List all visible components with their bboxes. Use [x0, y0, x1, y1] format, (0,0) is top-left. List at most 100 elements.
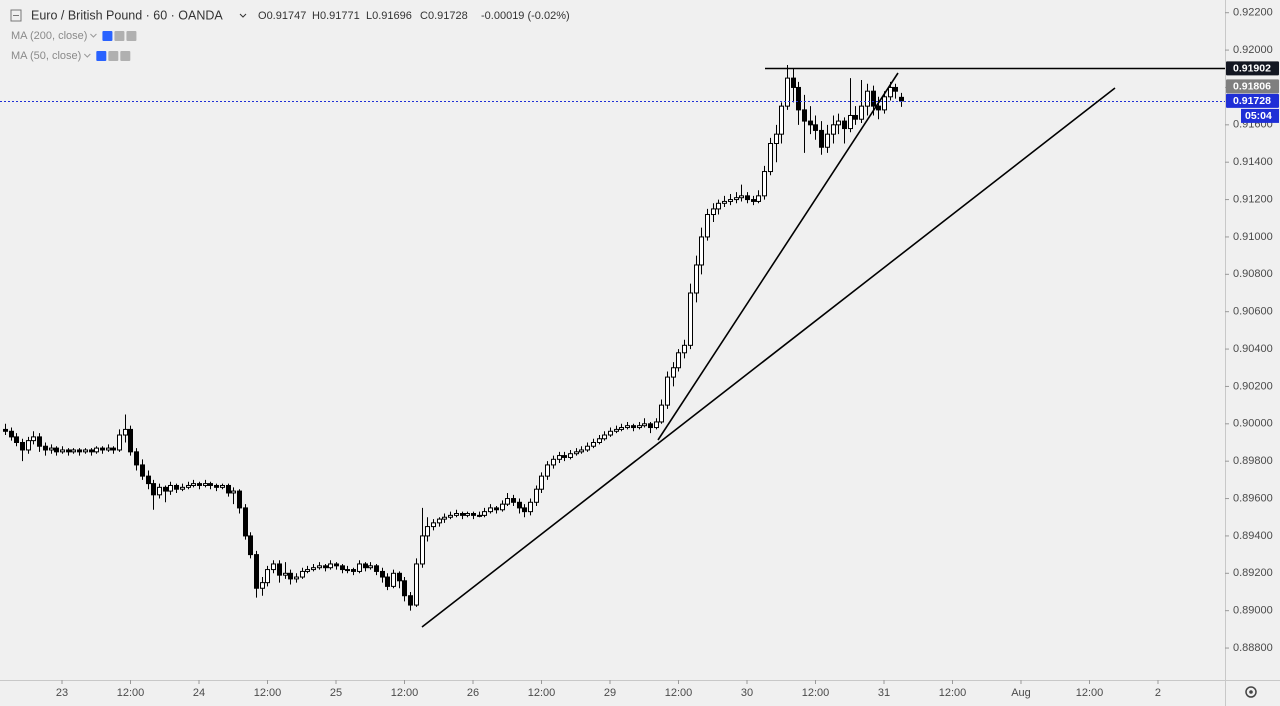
candle-body — [260, 582, 265, 589]
dropdown-icon[interactable] — [83, 53, 91, 58]
candle-body — [26, 440, 31, 451]
candle-body — [31, 436, 36, 442]
x-tick-label: 12:00 — [1076, 687, 1104, 699]
candle-body — [203, 483, 208, 486]
y-tick-label: 0.92200 — [1233, 7, 1273, 19]
y-tick-label: 0.92000 — [1233, 44, 1273, 56]
ohlc-value: 0.91747 — [267, 10, 307, 22]
y-tick-label: 0.88800 — [1233, 642, 1273, 654]
indicator-icon[interactable] — [108, 51, 119, 61]
candle-body — [288, 572, 293, 580]
settings-icon[interactable] — [1245, 686, 1257, 698]
x-tick-label: 12:00 — [802, 687, 830, 699]
countdown: 05:04 — [1245, 110, 1272, 122]
y-tick-label: 0.90600 — [1233, 306, 1273, 318]
candle-body — [471, 513, 476, 516]
candle-body — [54, 447, 59, 453]
x-tick-label: 29 — [604, 687, 616, 699]
candle-body — [231, 490, 236, 494]
indicator-icon[interactable] — [102, 31, 113, 41]
candle-body — [539, 475, 544, 490]
ohlc-label: L — [366, 10, 372, 22]
dropdown-icon[interactable] — [90, 33, 97, 38]
candle-body — [3, 428, 8, 432]
candle-body — [796, 86, 801, 111]
candle-body — [597, 438, 602, 443]
y-tick-label: 0.91000 — [1233, 231, 1273, 243]
indicator-icon[interactable] — [126, 31, 137, 41]
candle-body — [699, 236, 704, 266]
candle-body — [460, 513, 465, 516]
candle-body — [408, 595, 413, 606]
y-tick-label: 0.90000 — [1233, 418, 1273, 430]
candle-body — [20, 441, 25, 451]
candle-body — [734, 197, 739, 201]
candle-body — [676, 352, 681, 369]
x-tick-label: 26 — [467, 687, 479, 699]
candle-body — [311, 567, 316, 571]
x-tick-label: 12:00 — [391, 687, 419, 699]
candle-body — [888, 86, 893, 98]
ohlc-label: C — [420, 10, 428, 22]
candle-body — [157, 486, 162, 496]
candle-body — [128, 428, 133, 453]
candle-body — [117, 434, 122, 451]
candle-body — [517, 501, 522, 509]
candle-body — [220, 484, 225, 488]
candle-body — [168, 484, 173, 492]
candle-body — [340, 565, 345, 571]
x-tick-label: 23 — [56, 687, 68, 699]
trend-line[interactable] — [657, 72, 899, 441]
collapse-icon[interactable] — [10, 9, 22, 22]
candle-body — [557, 455, 562, 460]
candle-body — [89, 449, 94, 453]
y-tick-label: 0.90800 — [1233, 268, 1273, 280]
candle-body — [545, 464, 550, 477]
candle-body — [43, 445, 48, 451]
dropdown-icon[interactable] — [239, 13, 247, 18]
candle-body — [648, 423, 653, 429]
indicator-label[interactable]: MA (200, close) — [11, 30, 87, 42]
candle-body — [174, 484, 179, 490]
price-badge-label: 0.91902 — [1233, 63, 1271, 75]
indicator-icon[interactable] — [96, 51, 107, 61]
x-tick-label: Aug — [1011, 687, 1031, 699]
candle-body — [180, 486, 185, 490]
candle-body — [345, 569, 350, 572]
candle-body — [465, 513, 470, 516]
candle-body — [300, 570, 305, 578]
candle-body — [328, 563, 333, 569]
candle-body — [494, 507, 499, 511]
axes: 0.88800 0.89000 0.89200 0.89400 0.89600 0.898… — [56, 7, 1279, 699]
candle-body — [191, 483, 196, 486]
settings-icon[interactable] — [1245, 686, 1257, 698]
candle-body — [614, 428, 619, 432]
price-badge-label: 0.91728 — [1233, 95, 1271, 107]
candle-body — [819, 129, 824, 148]
x-tick-label: 12:00 — [665, 687, 693, 699]
candle-body — [808, 120, 813, 126]
ohlc-value: 0.91771 — [320, 10, 360, 22]
symbol-title[interactable]: Euro / British Pound · 60 · OANDA — [31, 8, 223, 22]
indicator-label[interactable]: MA (50, close) — [11, 50, 81, 62]
candle-body — [254, 554, 259, 589]
candle-body — [385, 576, 390, 587]
trend-line[interactable] — [421, 87, 1116, 628]
ohlc-item: L0.91696 — [366, 10, 412, 22]
candle-body — [294, 576, 299, 580]
candle-body — [871, 90, 876, 107]
candle-body — [140, 464, 145, 477]
indicator-icon[interactable] — [120, 51, 131, 61]
candle-body — [283, 572, 288, 576]
plot-area — [0, 65, 1225, 611]
y-tick-label: 0.89200 — [1233, 567, 1273, 579]
indicator-icon[interactable] — [114, 31, 125, 41]
candle-body — [825, 133, 830, 148]
candle-body — [334, 563, 339, 567]
settings-icon — [1249, 690, 1253, 694]
candle-body — [637, 425, 642, 429]
candle-body — [511, 498, 516, 503]
candle-body — [402, 580, 407, 597]
y-tick-label: 0.89400 — [1233, 530, 1273, 542]
